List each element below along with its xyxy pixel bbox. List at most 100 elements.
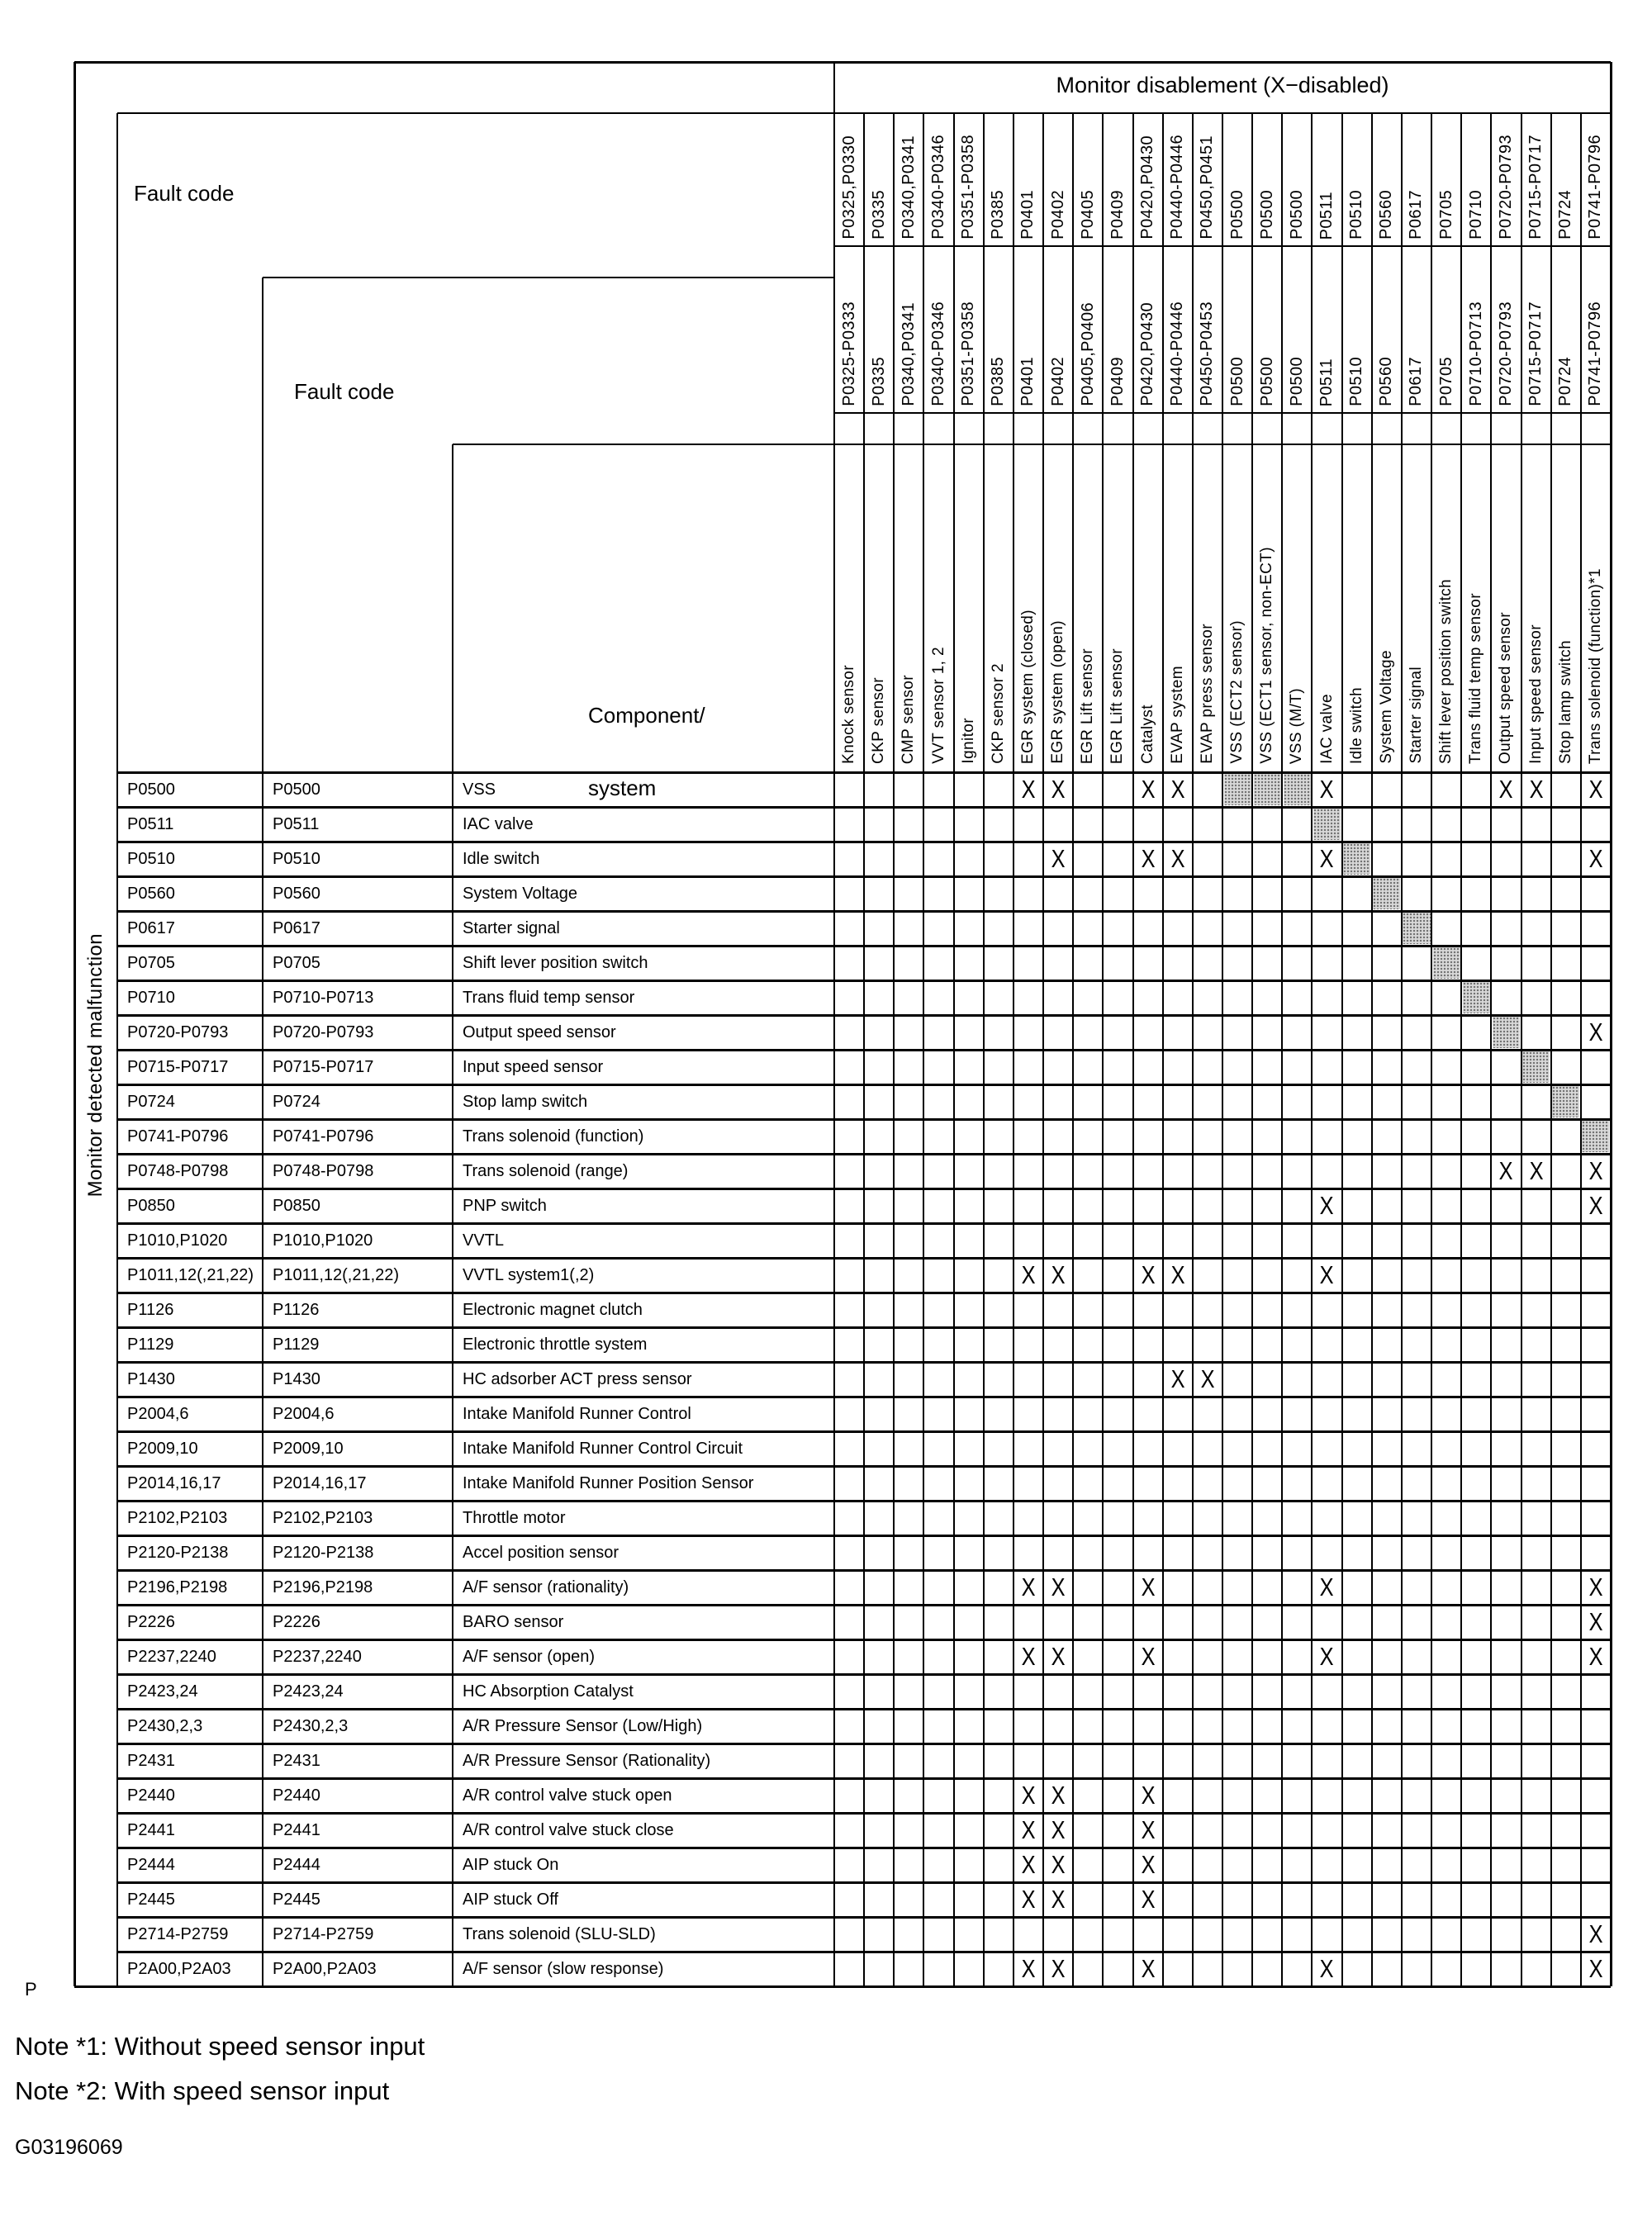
column-component-text: Knock sensor: [840, 665, 858, 764]
column-component: EGR Lift sensor: [1103, 444, 1132, 772]
component-system-label-line1: Component/: [588, 703, 705, 728]
grid-line: [117, 805, 1611, 809]
row-component: Shift lever position switch: [463, 954, 648, 972]
column-component: EGR Lift sensor: [1073, 444, 1103, 772]
column-component: Knock sensor: [834, 444, 864, 772]
column-component: Input speed sensor: [1521, 444, 1551, 772]
row-fault-code-1: P2237,2240: [127, 1648, 216, 1666]
column-code-bottom-text: P0335: [869, 357, 888, 406]
row-component: AIP stuck Off: [463, 1891, 558, 1909]
column-code-top: P0511: [1312, 113, 1341, 246]
row-fault-code-1: P2714-P2759: [127, 1925, 229, 1943]
column-code-bottom-text: P0724: [1556, 357, 1575, 406]
column-code-top: P0617: [1402, 113, 1431, 246]
row-component: Trans solenoid (range): [463, 1162, 629, 1180]
row-fault-code-1: P2120-P2138: [127, 1544, 229, 1562]
column-code-top-text: P0500: [1257, 190, 1276, 240]
column-component-text: CMP sensor: [900, 674, 918, 764]
row-fault-code-2: P2431: [273, 1752, 320, 1770]
disabled-x-mark: X: [1141, 1954, 1156, 1983]
row-component: Intake Manifold Runner Position Sensor: [463, 1474, 754, 1492]
row-fault-code-1: P0741-P0796: [127, 1127, 229, 1146]
row-fault-code-2: P2196,P2198: [273, 1578, 373, 1596]
row-component: IAC valve: [463, 815, 534, 833]
row-fault-code-1: P1011,12(,21,22): [127, 1266, 254, 1284]
column-code-bottom: P0617: [1402, 246, 1431, 413]
disabled-x-mark: X: [1141, 1815, 1156, 1844]
disabled-x-mark: X: [1051, 1954, 1066, 1983]
self-monitor-gray-cell: [1373, 878, 1401, 909]
column-component-text: Trans solenoid (function)*1: [1586, 567, 1604, 764]
column-code-bottom: P0510: [1342, 246, 1372, 413]
row-fault-code-2: P2445: [273, 1891, 320, 1909]
disabled-x-mark: X: [1320, 775, 1334, 804]
column-code-top: P0440-P0446: [1163, 113, 1193, 246]
column-code-top: P0741-P0796: [1581, 113, 1611, 246]
self-monitor-gray-cell: [1403, 913, 1431, 944]
column-code-top-text: P0705: [1436, 190, 1455, 240]
row-fault-code-2: P0741-P0796: [273, 1127, 374, 1146]
disabled-x-mark: X: [1141, 1573, 1156, 1601]
grid-line: [833, 62, 835, 1986]
row-fault-code-1: P0510: [127, 850, 175, 868]
column-code-top-text: P0340,P0341: [899, 135, 918, 240]
row-component: Intake Manifold Runner Control: [463, 1405, 691, 1423]
column-code-top: P0401: [1014, 113, 1043, 246]
row-fault-code-2: P1129: [273, 1335, 320, 1354]
column-component-text: Stop lamp switch: [1556, 639, 1574, 764]
disabled-x-mark: X: [1051, 1260, 1066, 1289]
grid-line: [117, 875, 1611, 878]
disabled-x-mark: X: [1051, 1815, 1066, 1844]
grid-line: [117, 1083, 1611, 1086]
disabled-x-mark: X: [1021, 775, 1036, 804]
disabled-x-mark: X: [1021, 1850, 1036, 1879]
row-component: Input speed sensor: [463, 1058, 604, 1076]
row-component: Intake Manifold Runner Control Circuit: [463, 1440, 743, 1458]
grid-line: [117, 1742, 1611, 1745]
column-component-text: EGR system (open): [1049, 620, 1067, 764]
column-component-text: Trans fluid temp sensor: [1467, 592, 1485, 764]
column-code-top: P0420,P0430: [1133, 113, 1163, 246]
monitor-detected-malfunction-label: Monitor detected malfunction: [84, 933, 107, 1198]
row-fault-code-1: P2009,10: [127, 1440, 198, 1458]
column-code-bottom-text: P0510: [1347, 357, 1366, 406]
disabled-x-mark: X: [1051, 1573, 1066, 1601]
disabled-x-mark: X: [1588, 1642, 1603, 1671]
column-code-bottom-text: P0741-P0796: [1586, 301, 1605, 406]
column-code-bottom: P0385: [984, 246, 1014, 413]
column-component: VSS (M/T): [1282, 444, 1312, 772]
row-fault-code-2: P2430,2,3: [273, 1717, 349, 1735]
self-monitor-gray-cell: [1582, 1121, 1610, 1152]
disabled-x-mark: X: [1021, 1954, 1036, 1983]
row-fault-code-2: P0510: [273, 850, 320, 868]
row-component: Electronic throttle system: [463, 1335, 648, 1354]
row-fault-code-1: P0617: [127, 919, 175, 937]
column-code-top: P0351-P0358: [954, 113, 984, 246]
column-component: Idle switch: [1342, 444, 1372, 772]
row-component: VSS: [463, 780, 496, 799]
column-code-top-text: P0724: [1556, 190, 1575, 240]
row-component: BARO sensor: [463, 1613, 564, 1631]
grid-line: [117, 1881, 1611, 1884]
column-code-top: P0500: [1252, 113, 1282, 246]
column-component: CMP sensor: [894, 444, 923, 772]
grid-line: [117, 1777, 1611, 1780]
column-code-bottom-text: P0500: [1227, 357, 1246, 406]
self-monitor-gray-cell: [1223, 774, 1251, 805]
column-code-top: P0409: [1103, 113, 1132, 246]
row-fault-code-1: P2102,P2103: [127, 1509, 228, 1527]
row-fault-code-1: P2441: [127, 1821, 175, 1839]
column-code-bottom-text: P0409: [1108, 357, 1127, 406]
row-fault-code-1: P0850: [127, 1197, 175, 1215]
column-code-top-text: P0420,P0430: [1138, 135, 1157, 240]
column-code-bottom-text: P0500: [1287, 357, 1306, 406]
column-code-bottom: P0340,P0341: [894, 246, 923, 413]
row-fault-code-2: P0710-P0713: [273, 989, 374, 1007]
self-monitor-gray-cell: [1432, 947, 1460, 979]
column-code-bottom: P0511: [1312, 246, 1341, 413]
grid-line: [262, 278, 263, 1986]
grid-line: [117, 1013, 1611, 1017]
row-fault-code-2: P0511: [273, 815, 320, 833]
row-fault-code-1: P0715-P0717: [127, 1058, 229, 1076]
disabled-x-mark: X: [1170, 1260, 1185, 1289]
